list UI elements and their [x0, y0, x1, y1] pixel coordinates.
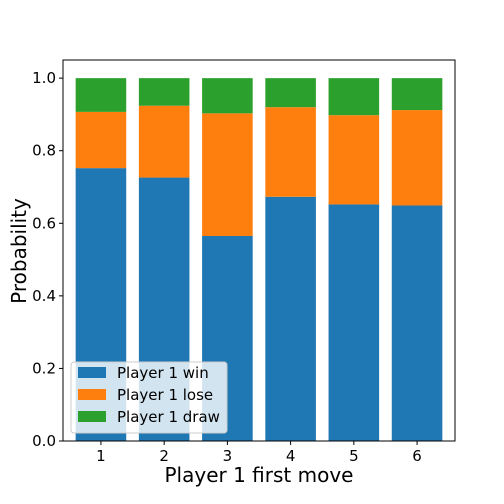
bar-player-1-win-move-6	[391, 205, 443, 441]
y-tick-label: 0.2	[32, 359, 56, 377]
x-tick-label: 6	[412, 447, 422, 465]
bar-player-1-draw-move-6	[391, 78, 443, 111]
bars-layer	[75, 78, 443, 442]
bar-player-1-lose-move-6	[391, 110, 443, 206]
bar-player-1-win-move-4	[265, 196, 316, 441]
x-tick-label: 3	[223, 447, 233, 465]
bar-player-1-lose-move-4	[265, 107, 316, 197]
bar-player-1-draw-move-4	[265, 78, 316, 108]
y-tick-label: 0.0	[32, 432, 56, 450]
bar-player-1-lose-move-5	[328, 115, 380, 205]
legend-label: Player 1 win	[117, 364, 209, 382]
legend-swatch	[78, 411, 106, 422]
bar-player-1-draw-move-2	[138, 78, 190, 106]
bar-player-1-draw-move-3	[202, 78, 253, 114]
bar-player-1-lose-move-3	[202, 113, 253, 236]
x-tick-label: 4	[286, 447, 296, 465]
y-tick-label: 0.4	[32, 287, 56, 305]
x-tick-label: 5	[349, 447, 359, 465]
bar-player-1-lose-move-1	[75, 111, 127, 169]
legend-box	[70, 361, 228, 434]
legend-label: Player 1 lose	[117, 386, 213, 404]
legend-swatch	[78, 367, 106, 378]
x-tick-label: 2	[159, 447, 169, 465]
y-tick-label: 0.8	[32, 142, 56, 160]
x-axis-title: Player 1 first move	[165, 463, 354, 487]
x-tick-label: 1	[96, 447, 106, 465]
bar-player-1-draw-move-5	[328, 78, 380, 116]
y-tick-label: 0.6	[32, 214, 56, 232]
legend-label: Player 1 draw	[117, 408, 220, 426]
bar-player-1-lose-move-2	[138, 105, 190, 178]
legend-swatch	[78, 389, 106, 400]
bar-player-1-win-move-5	[328, 204, 380, 441]
y-tick-label: 1.0	[32, 69, 56, 87]
ticks-layer: 1 2 3 4 5 6 0.0 0.2 0.4 0.6 0.8 1.0	[32, 69, 422, 465]
plot-frame	[62, 59, 456, 442]
bar-player-1-draw-move-1	[75, 78, 127, 112]
legend: Player 1 win Player 1 lose Player 1 draw	[70, 361, 228, 434]
y-axis-title: Probability	[7, 198, 31, 304]
